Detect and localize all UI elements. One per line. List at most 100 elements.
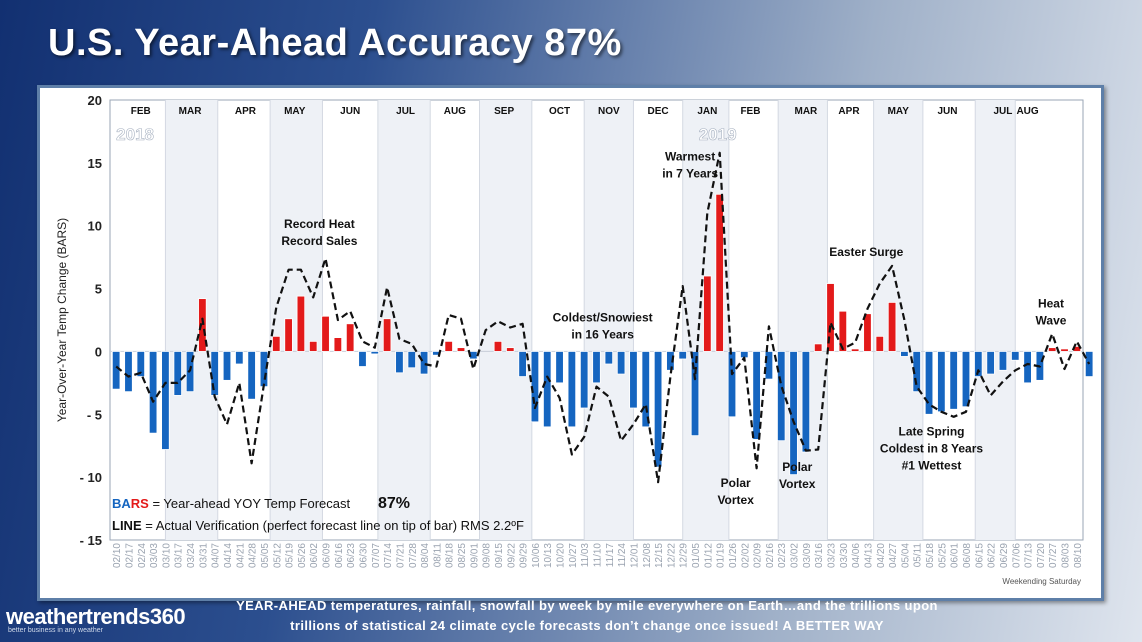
forecast-bar — [543, 351, 552, 428]
forecast-bar — [395, 351, 404, 374]
month-band — [584, 100, 634, 540]
x-tick-label: 06/15 — [974, 543, 985, 568]
chart: 20 15 10 5 0 - 5 - 10 - 15 Year-Over-Year Temp C… — [55, 93, 1094, 586]
forecast-bar — [875, 335, 884, 352]
x-tick-label: 02/16 — [765, 543, 776, 568]
month-label: JUN — [340, 106, 360, 117]
annotation-text: Vortex — [779, 477, 816, 491]
logo-tagline: better business in any weather — [8, 627, 103, 634]
forecast-bar — [752, 351, 761, 440]
month-label: APR — [838, 106, 860, 117]
annotation-text: Polar — [721, 476, 751, 490]
chart-panel: 20 15 10 5 0 - 5 - 10 - 15 Year-Over-Year Temp C… — [37, 85, 1104, 601]
forecast-bar — [555, 351, 564, 384]
forecast-bar — [284, 318, 293, 352]
x-tick-label: 02/10 — [112, 543, 123, 568]
y-tick-label: 0 — [95, 344, 102, 359]
forecast-bar — [358, 351, 367, 367]
x-tick-label: 03/16 — [814, 543, 825, 568]
month-label: JUL — [396, 106, 415, 117]
y-tick-label: 15 — [88, 156, 102, 171]
x-tick-label: 01/05 — [691, 543, 702, 568]
month-label: MAY — [284, 106, 306, 117]
forecast-bar — [703, 275, 712, 352]
forecast-bar — [235, 351, 244, 365]
forecast-bar — [690, 351, 700, 437]
x-tick-label: 03/10 — [161, 543, 172, 568]
x-tick-label: 02/09 — [753, 543, 764, 568]
forecast-bar — [986, 351, 995, 375]
y-tick-label: - 15 — [80, 533, 102, 548]
forecast-bar — [272, 335, 281, 352]
month-label: JAN — [697, 106, 717, 117]
x-tick-label: 03/24 — [186, 543, 197, 568]
month-label: SEP — [494, 106, 514, 117]
x-tick-label: 09/22 — [506, 543, 517, 568]
x-tick-label: 12/08 — [642, 543, 653, 568]
x-tick-label: 10/13 — [543, 543, 554, 568]
forecast-bar — [937, 351, 946, 413]
x-tick-label: 04/21 — [235, 543, 246, 568]
legend-accuracy: 87% — [378, 495, 410, 512]
month-label: AUG — [1016, 106, 1038, 117]
forecast-bar — [629, 351, 638, 409]
forecast-bar — [924, 351, 934, 415]
x-tick-label: 07/14 — [383, 543, 394, 568]
x-tick-label: 11/24 — [617, 543, 628, 568]
x-tick-label: 06/23 — [346, 543, 357, 568]
x-tick-label: 06/02 — [309, 543, 320, 568]
annotation-text: Late Spring — [898, 425, 964, 439]
x-tick-label: 09/15 — [494, 543, 505, 568]
y-tick-label: 5 — [95, 282, 102, 297]
month-label: FEB — [740, 106, 760, 117]
x-tick-label: 11/17 — [605, 543, 616, 568]
brand-logo[interactable]: weathertrends360 better business in any … — [6, 604, 186, 634]
x-tick-label: 12/15 — [654, 543, 665, 568]
x-tick-label: 05/05 — [260, 543, 271, 568]
x-tick-label: 04/13 — [863, 543, 874, 568]
forecast-bar — [641, 351, 650, 428]
month-label: DEC — [648, 106, 669, 117]
annotation-text: Coldest in 8 Years — [880, 442, 983, 456]
forecast-bar — [173, 351, 182, 396]
forecast-bar — [900, 351, 909, 357]
x-tick-label: 08/11 — [432, 543, 443, 568]
x-tick-label: 04/27 — [888, 543, 899, 568]
x-tick-label: 06/22 — [987, 543, 998, 568]
forecast-bar — [678, 351, 687, 360]
annotation-text: Warmest — [665, 149, 715, 163]
month-band — [975, 100, 1016, 540]
x-tick-label: 05/19 — [285, 543, 296, 568]
forecast-bar — [333, 337, 343, 352]
forecast-bar — [456, 347, 466, 352]
forecast-bar — [715, 193, 724, 352]
forecast-bar — [777, 351, 786, 442]
month-band — [873, 100, 923, 540]
x-tick-label: 04/28 — [248, 543, 259, 568]
x-tick-label: 11/10 — [593, 543, 604, 568]
page-title: U.S. Year-Ahead Accuracy 87% — [48, 22, 622, 64]
month-label: FEB — [131, 106, 151, 117]
logo-wordmark: weathertrends360 — [6, 604, 186, 629]
y-tick-label: 20 — [88, 93, 102, 108]
x-tick-label: 12/29 — [679, 543, 690, 568]
x-tick-label: 08/04 — [420, 543, 431, 568]
x-tick-label: 04/14 — [223, 543, 234, 568]
x-tick-label: 02/24 — [137, 543, 148, 568]
x-tick-label: 07/21 — [395, 543, 406, 568]
x-tick-label: 07/27 — [1048, 543, 1059, 568]
month-label: MAY — [888, 106, 910, 117]
forecast-bar — [247, 351, 256, 400]
forecast-bar — [345, 323, 355, 352]
y-tick-label: - 5 — [87, 407, 102, 422]
x-tick-label: 03/23 — [827, 543, 838, 568]
x-tick-label: 05/25 — [937, 543, 948, 568]
x-tick-label: 12/22 — [666, 543, 677, 568]
forecast-bar — [161, 351, 170, 450]
year-label: 2019 — [699, 125, 737, 144]
x-tick-label: 08/03 — [1061, 543, 1072, 568]
forecast-bar — [444, 340, 453, 352]
forecast-bar — [309, 340, 318, 352]
forecast-bar — [382, 318, 392, 352]
